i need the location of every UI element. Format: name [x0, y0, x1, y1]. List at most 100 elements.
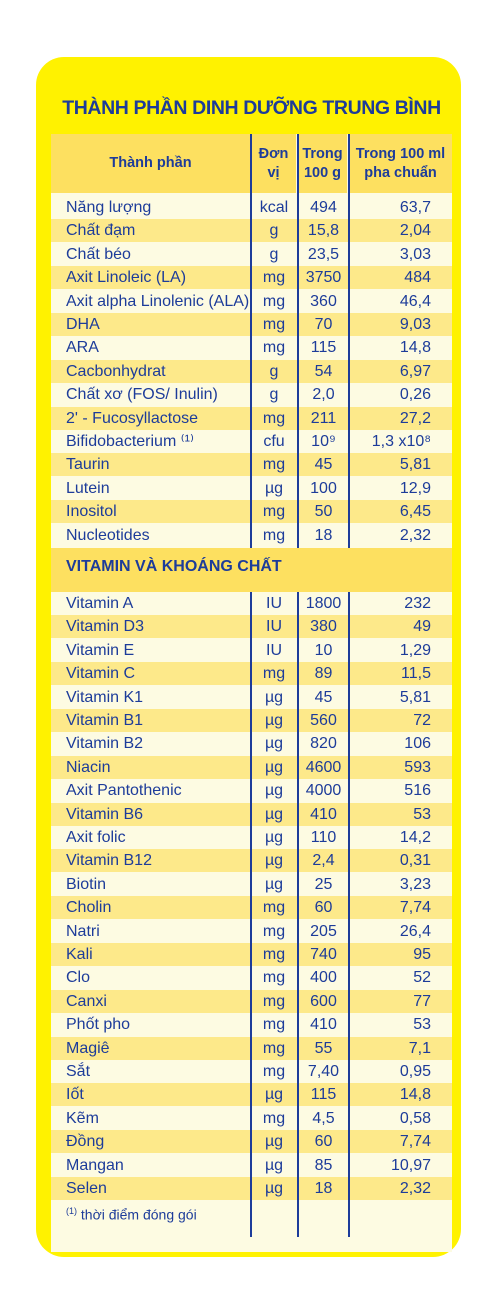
cell-unit: mg	[262, 969, 286, 987]
cell-unit: µg	[264, 1086, 284, 1104]
cell-per-100g: 380	[310, 618, 337, 636]
table-row: Vitamin A IU 1800 232	[51, 592, 452, 615]
cell-unit: g	[269, 362, 279, 380]
cell-per-100g: 70	[314, 316, 333, 333]
section-title: VITAMIN VÀ KHOÁNG CHẤT	[66, 558, 282, 575]
footnote: (1) thời điểm đóng gói	[66, 1206, 197, 1223]
cell-unit: g	[269, 222, 279, 240]
table-row: Canxi mg 600 77	[51, 989, 452, 1013]
cell-per-100g: 410	[310, 805, 337, 823]
header-per-100ml-line2: pha chuẩn	[364, 164, 437, 181]
cell-unit: µg	[264, 758, 284, 776]
cell-per-100ml: 53	[413, 805, 431, 823]
cell-name: Biotin	[66, 875, 107, 893]
cell-name: Selen	[66, 1180, 107, 1197]
cell-per-100g: 100	[310, 479, 337, 497]
table-row: Kẽm mg 4,5 0,58	[51, 1107, 452, 1130]
cell-unit: kcal	[259, 199, 289, 216]
cell-unit: mg	[262, 1016, 286, 1034]
cell-name: Năng lượng	[66, 199, 152, 216]
cell-unit: µg	[264, 852, 284, 870]
cell-per-100g: 2,0	[312, 386, 335, 404]
column-divider	[297, 134, 299, 548]
cell-unit: µg	[264, 712, 284, 729]
cell-unit: µg	[264, 688, 284, 706]
column-divider	[250, 134, 252, 548]
cell-unit: mg	[262, 1063, 286, 1080]
cell-per-100ml: 95	[413, 946, 431, 963]
cell-per-100g: 115	[310, 339, 337, 357]
cell-unit: µg	[264, 829, 284, 846]
cell-per-100ml: 0,26	[399, 386, 431, 404]
table-row: Cacbonhydrat g 54 6,97	[51, 359, 452, 383]
cell-per-100ml: 11,5	[401, 665, 431, 683]
table-row: Sắt mg 7,40 0,95	[51, 1060, 452, 1083]
cell-per-100g: 115	[310, 1086, 337, 1104]
table-row: Chất béo g 23,5 3,03	[51, 243, 452, 266]
cell-per-100g: 3750	[305, 269, 342, 287]
cell-per-100g: 23,5	[307, 245, 340, 263]
table-row: Mangan µg 85 10,97	[51, 1154, 452, 1177]
cell-unit: IU	[266, 641, 282, 659]
cell-per-100g: 400	[310, 969, 337, 987]
cell-per-100ml: 77	[413, 992, 431, 1010]
cell-per-100g: 50	[314, 503, 333, 521]
header-ingredient-label: Thành phần	[109, 155, 192, 171]
table-row: Magiê mg 55 7,1	[51, 1036, 452, 1060]
cell-per-100ml: 1,29	[399, 641, 431, 659]
cell-name: Vitamin C	[66, 665, 136, 683]
table-row: Lutein µg 100 12,9	[51, 477, 452, 500]
cell-unit: µg	[264, 1180, 284, 1197]
header-per-100g-line1: Trong	[302, 145, 343, 162]
footnote-text: thời điểm đóng gói	[80, 1206, 197, 1223]
cell-per-100ml: 2,32	[399, 526, 431, 544]
cell-per-100ml: 516	[404, 782, 431, 800]
cell-per-100g: 4600	[305, 758, 342, 776]
cell-name: Taurin	[66, 456, 110, 474]
cell-per-100ml: 2,04	[399, 222, 431, 240]
cell-per-100g: 45	[314, 688, 333, 706]
cell-unit: mg	[262, 946, 286, 963]
table-title: THÀNH PHẦN DINH DƯỠNG TRUNG BÌNH	[51, 82, 452, 134]
table-row: Axit Pantothenic µg 4000 516	[51, 779, 452, 802]
cell-name: Clo	[66, 969, 91, 987]
table-row: Selen µg 18 2,32	[51, 1177, 452, 1200]
table-row: Năng lượng kcal 494 63,7	[51, 196, 452, 219]
table-row: DHA mg 70 9,03	[51, 313, 452, 336]
cell-per-100g: 7,40	[307, 1063, 340, 1080]
cell-name: Magiê	[66, 1039, 110, 1057]
cell-per-100g: 85	[314, 1156, 333, 1174]
cell-per-100g: 18	[314, 1180, 333, 1197]
cell-unit: µg	[264, 805, 284, 823]
table-row: Kali mg 740 95	[51, 943, 452, 966]
table-row: Vitamin K1 µg 45 5,81	[51, 686, 452, 709]
cell-per-100g: 205	[310, 922, 337, 940]
cell-name: Axit alpha Linolenic (ALA)	[66, 292, 250, 310]
cell-name: ARA	[66, 339, 99, 357]
cell-per-100g: 89	[314, 665, 333, 683]
table-row: Axit folic µg 110 14,2	[51, 826, 452, 849]
cell-per-100ml: 12,9	[399, 479, 431, 497]
table-row: Axit Linoleic (LA) mg 3750 484	[51, 266, 452, 290]
cell-per-100g: 10⁹	[311, 433, 336, 450]
cell-name: Mangan	[66, 1156, 124, 1174]
cell-per-100ml: 7,74	[399, 1133, 431, 1151]
table-row: Vitamin B6 µg 410 53	[51, 802, 452, 826]
cell-unit: IU	[266, 595, 282, 612]
table-row: Axit alpha Linolenic (ALA) mg 360 46,4	[51, 290, 452, 313]
table-row: Vitamin D3 IU 380 49	[51, 615, 452, 639]
cell-unit: mg	[262, 339, 286, 357]
cell-per-100g: 820	[310, 735, 337, 753]
cell-per-100ml: 27,2	[399, 409, 431, 427]
table-row: Iốt µg 115 14,8	[51, 1083, 452, 1107]
section-header	[51, 548, 452, 592]
cell-per-100ml: 0,31	[399, 852, 431, 870]
cell-name: Niacin	[66, 758, 111, 776]
cell-name: Vitamin K1	[66, 688, 144, 706]
column-divider	[297, 592, 299, 1237]
table-row: Niacin µg 4600 593	[51, 755, 452, 779]
cell-unit: mg	[262, 526, 286, 544]
column-divider	[348, 592, 350, 1237]
cell-per-100ml: 5,81	[399, 688, 431, 706]
cell-per-100g: 25	[314, 875, 333, 893]
